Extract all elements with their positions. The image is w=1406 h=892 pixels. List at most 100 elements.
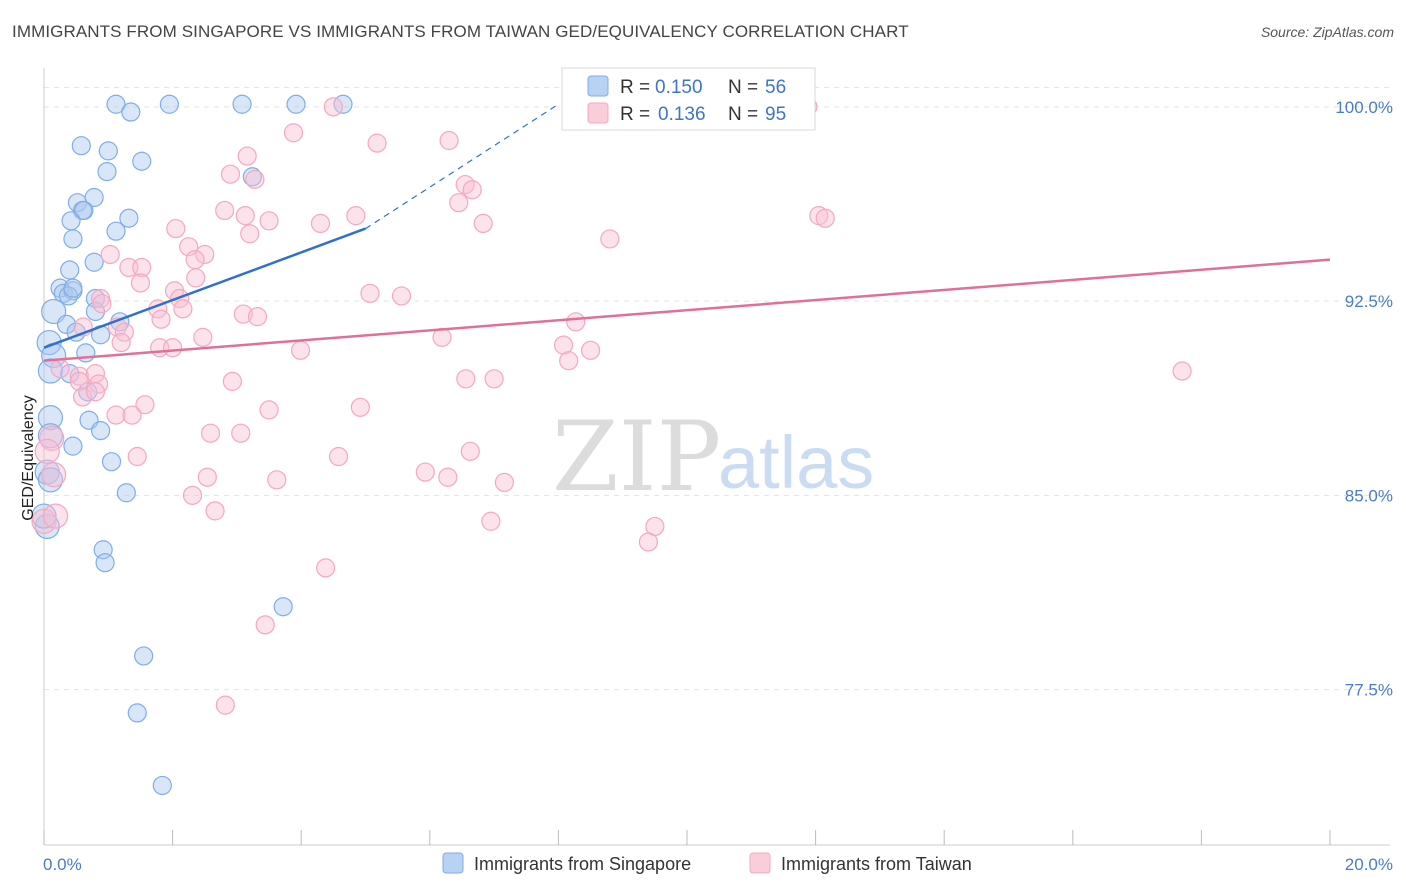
taiwan-point [132, 257, 152, 278]
singapore-swatch [587, 75, 609, 97]
taiwan-point [185, 250, 205, 270]
taiwan-point [106, 405, 126, 425]
taiwan-point [130, 273, 151, 293]
taiwan-point [600, 229, 620, 249]
singapore-point [56, 314, 77, 335]
watermark-zip: ZIP [552, 401, 721, 513]
singapore-point [60, 260, 80, 280]
trend-lines [43, 103, 1331, 362]
taiwan-point [151, 309, 171, 329]
taiwan-point [182, 485, 203, 505]
singapore-point [84, 187, 104, 208]
taiwan-point [290, 340, 311, 360]
r-label-2: R = [620, 104, 650, 125]
taiwan-point [360, 283, 380, 303]
taiwan-point [638, 532, 659, 552]
taiwan-point [245, 169, 265, 189]
singapore-point [232, 94, 252, 114]
chart-source: Source: ZipAtlas.com [1260, 24, 1394, 40]
taiwan-point [92, 294, 112, 314]
singapore-point [37, 405, 64, 431]
singapore-trend-line [43, 227, 366, 349]
singapore-point [132, 151, 152, 171]
taiwan-point [163, 338, 183, 358]
taiwan-point [438, 467, 458, 487]
singapore-point [273, 597, 293, 617]
taiwan-point [566, 312, 586, 332]
taiwan-point [481, 511, 501, 531]
taiwan-point [462, 180, 482, 200]
taiwan-point [166, 218, 186, 239]
taiwan-point [233, 304, 253, 324]
taiwan-point [193, 327, 213, 347]
singapore-point [286, 94, 306, 114]
series-legend: Immigrants from Singapore Immigrants fro… [442, 852, 972, 874]
singapore-point [242, 167, 262, 187]
singapore-point [119, 208, 139, 228]
taiwan-point [127, 446, 147, 467]
singapore-point [127, 703, 147, 723]
singapore-point [152, 775, 172, 796]
singapore-point [63, 278, 83, 298]
taiwan-point [197, 467, 217, 487]
taiwan-point [72, 387, 93, 407]
taiwan-point [205, 501, 225, 521]
taiwan-point [111, 332, 131, 353]
taiwan-point [815, 208, 835, 228]
taiwan-point [186, 268, 206, 288]
stats-legend: R = 0.150 N = 56 R = 0.136 N = 95 [561, 67, 816, 131]
singapore-point [95, 553, 115, 573]
n-label-1: N = [728, 77, 758, 98]
taiwan-trend-line [43, 258, 1331, 362]
singapore-point [71, 136, 91, 156]
singapore-point [90, 421, 111, 441]
singapore-point [101, 452, 122, 472]
watermark-atlas: atlas [718, 421, 874, 504]
taiwan-point [231, 423, 251, 443]
taiwan-point [222, 371, 242, 391]
taiwan-point [85, 382, 106, 402]
legend-singapore-label: Immigrants from Singapore [474, 854, 691, 874]
singapore-point [63, 436, 83, 456]
taiwan-point [237, 146, 257, 166]
taiwan-point [439, 130, 459, 151]
taiwan-point [247, 307, 268, 327]
taiwan-point [494, 472, 514, 492]
taiwan-point [484, 369, 504, 389]
y-tick-label: 77.5% [1345, 681, 1393, 700]
taiwan-point [220, 164, 241, 184]
singapore-point [84, 252, 104, 272]
n-label-2: N = [728, 104, 758, 125]
n-value-1: 56 [765, 77, 786, 98]
singapore-point [97, 162, 117, 182]
taiwan-point [460, 441, 480, 461]
singapore-point [121, 102, 141, 122]
taiwan-point [580, 340, 601, 360]
x-tick-label: 0.0% [43, 855, 82, 874]
taiwan-point [42, 503, 69, 529]
y-tick-label: 92.5% [1345, 292, 1393, 311]
taiwan-point [235, 206, 255, 226]
n-value-2: 95 [765, 104, 786, 125]
r-label-1: R = [620, 77, 650, 98]
singapore-point [61, 211, 81, 231]
r-value-2: 0.136 [658, 104, 706, 125]
taiwan-point [173, 299, 193, 319]
watermark: ZIP atlas [552, 401, 874, 513]
taiwan-point [310, 213, 331, 233]
taiwan-point [473, 213, 493, 233]
singapore-point [106, 221, 126, 241]
axes [43, 68, 1390, 846]
y-tick-label: 85.0% [1345, 486, 1393, 505]
data-points [31, 94, 1192, 796]
singapore-point [74, 200, 94, 221]
y-axis-label: GED/Equivalency [20, 395, 37, 520]
singapore-point [159, 94, 179, 114]
taiwan-point [100, 244, 120, 265]
taiwan-point [50, 358, 70, 379]
taiwan-point [559, 351, 579, 371]
taiwan-point [449, 193, 469, 213]
taiwan-point [350, 397, 370, 417]
taiwan-point [114, 322, 134, 342]
singapore-point [134, 646, 154, 666]
